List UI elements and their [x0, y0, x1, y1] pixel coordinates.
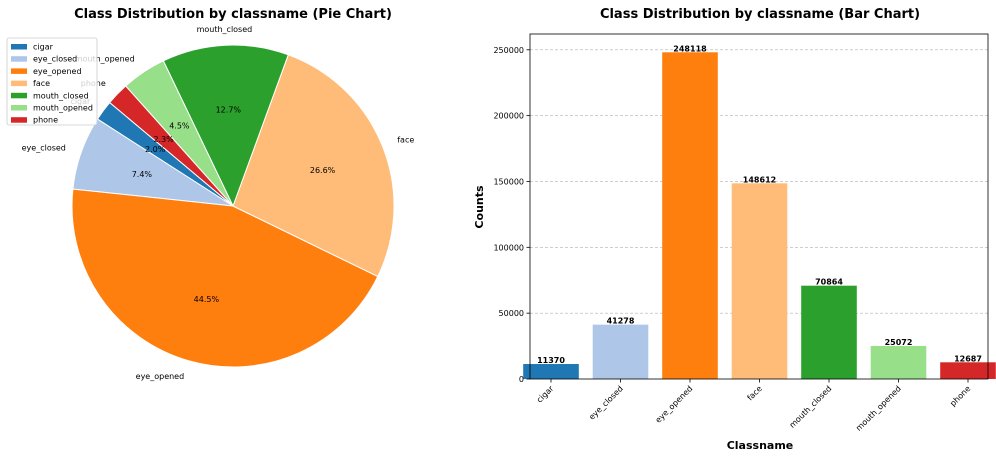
pie-percent-labels: 2.0% 7.4% 44.5% 26.6% 12.7% 4.5% 2.3%: [132, 106, 336, 304]
pie-legend-frame: [6, 37, 98, 126]
pie-legend-label-eye_closed: eye_closed: [33, 55, 77, 64]
bar-x-tick-label-eye_closed: eye_closed: [587, 384, 625, 422]
bar-mouth_opened: [870, 345, 927, 379]
pie-percent-label-mouth_closed: 12.7%: [216, 106, 242, 115]
bar-value-label-phone: 12687: [954, 354, 982, 363]
pie-percent-label-cigar: 2.0%: [145, 145, 166, 154]
bar-y-tick-label: 50000: [499, 309, 524, 318]
bar-bars: [523, 52, 996, 380]
bar-value-label-cigar: 11370: [537, 356, 565, 365]
pie-legend-label-face: face: [33, 79, 50, 88]
pie-legend-swatch-cigar: [11, 44, 27, 50]
pie-legend-label-eye_opened: eye_opened: [33, 67, 82, 76]
bar-y-axis-label: Counts: [473, 185, 486, 229]
pie-slice-mouth_closed: [162, 44, 289, 208]
bar-eye_opened: [662, 52, 718, 380]
pie-percent-label-mouth_opened: 4.5%: [169, 122, 190, 131]
pie-slice-phone: [108, 85, 234, 207]
pie-chart-panel: Class Distribution by classname (Pie Cha…: [6, 7, 414, 381]
bar-value-label-face: 148612: [743, 175, 776, 184]
bar-x-tick-label-mouth_closed: mouth_closed: [788, 384, 834, 430]
pie-category-label-eye_opened: eye_opened: [136, 372, 185, 381]
bar-face: [731, 183, 788, 379]
pie-percent-label-eye_closed: 7.4%: [132, 170, 153, 179]
pie-legend-swatch-eye_opened: [11, 68, 27, 74]
bar-x-tick-label-face: face: [745, 384, 763, 402]
bar-x-ticks: cigar eye_closed eye_opened face mouth_close…: [535, 379, 972, 433]
pie-category-label-mouth_closed: mouth_closed: [197, 25, 253, 34]
bar-phone: [940, 362, 996, 379]
pie-percent-label-phone: 2.3%: [153, 135, 174, 144]
bar-x-tick-label-eye_opened: eye_opened: [654, 384, 695, 425]
bar-value-label-eye_opened: 248118: [673, 44, 707, 53]
pie-category-label-eye_closed: eye_closed: [22, 143, 66, 152]
pie-legend-label-mouth_closed: mouth_closed: [33, 91, 89, 100]
pie-legend-label-cigar: cigar: [33, 43, 54, 52]
pie-chart-title: Class Distribution by classname (Pie Cha…: [74, 7, 392, 22]
bar-plot-frame: [529, 33, 989, 380]
bar-mouth_closed: [801, 285, 857, 379]
bar-y-tick-label: 100000: [493, 243, 524, 252]
bar-chart-title: Class Distribution by classname (Bar Cha…: [600, 7, 920, 22]
pie-slice-face: [232, 54, 395, 278]
pie-legend-swatch-mouth_closed: [11, 92, 27, 99]
pie-percent-label-face: 26.6%: [310, 166, 336, 175]
pie-legend-label-phone: phone: [33, 116, 58, 125]
pie-category-label-face: face: [397, 136, 414, 145]
bar-y-tick-label: 0: [519, 375, 524, 384]
pie-category-label-mouth_opened: mouth_opened: [75, 55, 135, 64]
bar-x-tick-label-cigar: cigar: [535, 384, 556, 405]
bar-x-tick-label-mouth_opened: mouth_opened: [854, 384, 903, 433]
pie-legend-swatch-phone: [11, 117, 27, 123]
bar-value-label-mouth_opened: 25072: [885, 338, 913, 347]
bar-y-tick-label: 150000: [493, 177, 524, 186]
pie-legend-swatch-mouth_opened: [11, 105, 27, 111]
bar-eye_closed: [592, 324, 649, 379]
bar-chart-panel: Class Distribution by classname (Bar Cha…: [473, 7, 996, 452]
bar-x-tick-label-phone: phone: [948, 384, 972, 408]
bar-x-axis-label: Classname: [727, 439, 794, 452]
pie-legend-swatch-face: [11, 80, 27, 87]
bar-cigar: [523, 364, 579, 379]
bar-value-label-mouth_closed: 70864: [815, 278, 843, 287]
pie-slice-eye_opened: [71, 188, 379, 368]
bar-y-tick-label: 200000: [493, 112, 524, 121]
bar-value-labels: 11370 41278 248118 148612 70864 25072 12687: [537, 44, 982, 365]
bar-gridlines: [530, 49, 988, 314]
bar-y-tick-label: 250000: [493, 46, 524, 55]
pie-legend-label-mouth_opened: mouth_opened: [33, 104, 93, 113]
bar-y-ticks: 0 50000 100000 150000 200000 250000: [493, 46, 530, 384]
pie-percent-label-eye_opened: 44.5%: [194, 295, 220, 304]
pie-legend-swatch-eye_closed: [11, 56, 27, 62]
pie-slices: [71, 44, 395, 368]
bar-value-label-eye_closed: 41278: [607, 317, 635, 326]
